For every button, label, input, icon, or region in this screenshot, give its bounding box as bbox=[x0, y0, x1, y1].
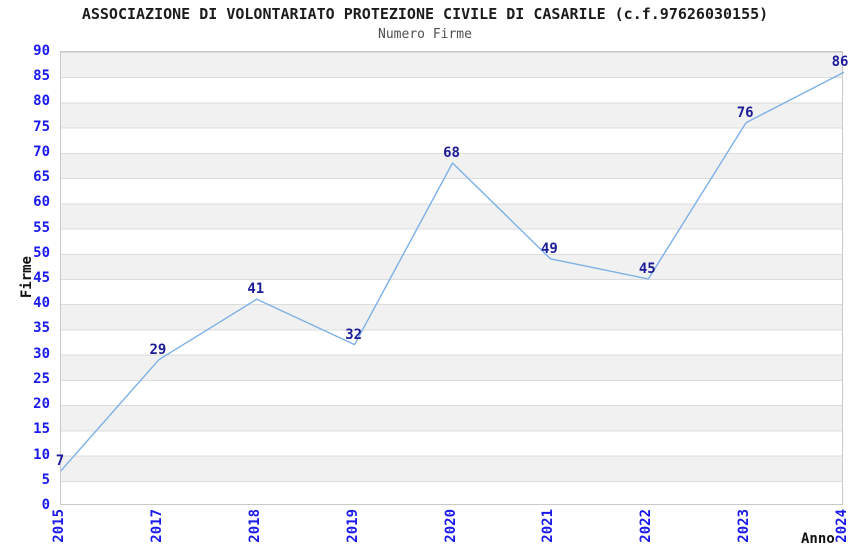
value-label: 76 bbox=[736, 104, 754, 121]
plot-area bbox=[60, 51, 844, 505]
y-tick-label: 0 bbox=[41, 497, 50, 513]
y-tick-label: 20 bbox=[33, 396, 50, 413]
x-tick-label: 2019 bbox=[344, 509, 361, 543]
y-tick-label: 35 bbox=[33, 320, 50, 337]
y-tick-label: 80 bbox=[33, 93, 50, 110]
value-label: 68 bbox=[443, 144, 460, 161]
y-tick-label: 40 bbox=[33, 295, 50, 312]
line-series-svg bbox=[61, 71, 844, 472]
value-label: 86 bbox=[831, 54, 849, 71]
y-tick-label: 55 bbox=[33, 219, 50, 236]
y-tick-label: 70 bbox=[33, 143, 50, 160]
y-tick-label: 5 bbox=[41, 471, 50, 488]
y-tick-label: 90 bbox=[33, 43, 50, 59]
y-axis-title: Firme bbox=[19, 256, 35, 299]
value-label: 7 bbox=[55, 452, 65, 469]
y-tick-label: 50 bbox=[33, 244, 50, 261]
firme-line-series bbox=[61, 71, 844, 472]
x-tick-label: 2023 bbox=[736, 509, 753, 543]
x-tick-label: 2015 bbox=[51, 509, 67, 543]
x-axis-title: Anno bbox=[801, 531, 835, 547]
y-tick-label: 10 bbox=[33, 446, 50, 463]
value-label: 32 bbox=[345, 326, 363, 343]
y-tick-label: 75 bbox=[33, 118, 50, 135]
y-tick-label: 85 bbox=[33, 68, 50, 85]
x-tick-label: 2017 bbox=[148, 509, 165, 543]
value-label: 41 bbox=[247, 281, 265, 298]
x-tick-label: 2018 bbox=[246, 509, 263, 543]
y-tick-label: 45 bbox=[33, 270, 50, 286]
y-tick-label: 15 bbox=[33, 421, 50, 438]
y-tick-label: 60 bbox=[33, 194, 50, 211]
x-tick-label: 2024 bbox=[834, 509, 850, 543]
x-tick-label: 2021 bbox=[540, 509, 557, 543]
chart-title: ASSOCIAZIONE DI VOLONTARIATO PROTEZIONE … bbox=[81, 5, 769, 23]
value-label: 29 bbox=[149, 341, 167, 358]
chart-subtitle: Numero Firme bbox=[378, 27, 472, 42]
y-tick-label: 30 bbox=[33, 345, 50, 362]
value-label: 45 bbox=[638, 261, 656, 277]
value-label: 49 bbox=[540, 240, 558, 257]
y-tick-label: 65 bbox=[33, 169, 50, 186]
x-tick-label: 2020 bbox=[442, 509, 459, 543]
x-tick-label: 2022 bbox=[638, 509, 655, 543]
y-tick-label: 25 bbox=[33, 370, 50, 387]
